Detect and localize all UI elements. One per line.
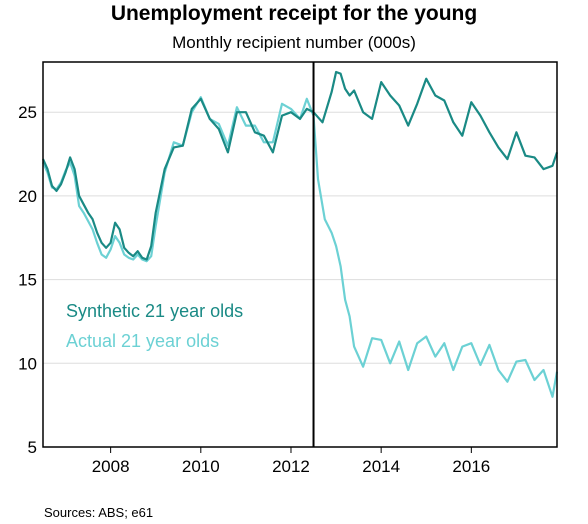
x-tick-label: 2010 bbox=[182, 457, 220, 476]
y-tick-label: 5 bbox=[28, 438, 37, 457]
x-tick-label: 2008 bbox=[92, 457, 130, 476]
source-note: Sources: ABS; e61 bbox=[44, 505, 154, 520]
plot-frame bbox=[42, 61, 558, 448]
x-tick-label: 2012 bbox=[272, 457, 310, 476]
y-tick-label: 25 bbox=[18, 103, 37, 122]
legend: Synthetic 21 year olds Actual 21 year ol… bbox=[66, 301, 243, 351]
x-tick-label: 2016 bbox=[452, 457, 490, 476]
series-lines bbox=[41, 70, 559, 398]
legend-item-synthetic: Synthetic 21 year olds bbox=[66, 301, 243, 321]
chart-title: Unemployment receipt for the young bbox=[110, 2, 478, 25]
y-tick-label: 20 bbox=[18, 187, 37, 206]
y-tick-label: 10 bbox=[18, 354, 37, 373]
series-line-synthetic bbox=[41, 70, 559, 261]
chart-subtitle: Monthly recipient number (000s) bbox=[172, 33, 416, 52]
axes bbox=[42, 61, 558, 453]
y-tick-label: 15 bbox=[18, 271, 37, 290]
legend-item-actual: Actual 21 year olds bbox=[66, 331, 219, 351]
series-line-actual bbox=[41, 96, 559, 398]
tick-labels: 5 10 15 20 25 2008 2010 2012 2014 2016 bbox=[18, 103, 490, 476]
x-tick-label: 2014 bbox=[362, 457, 400, 476]
gridlines bbox=[43, 111, 557, 448]
